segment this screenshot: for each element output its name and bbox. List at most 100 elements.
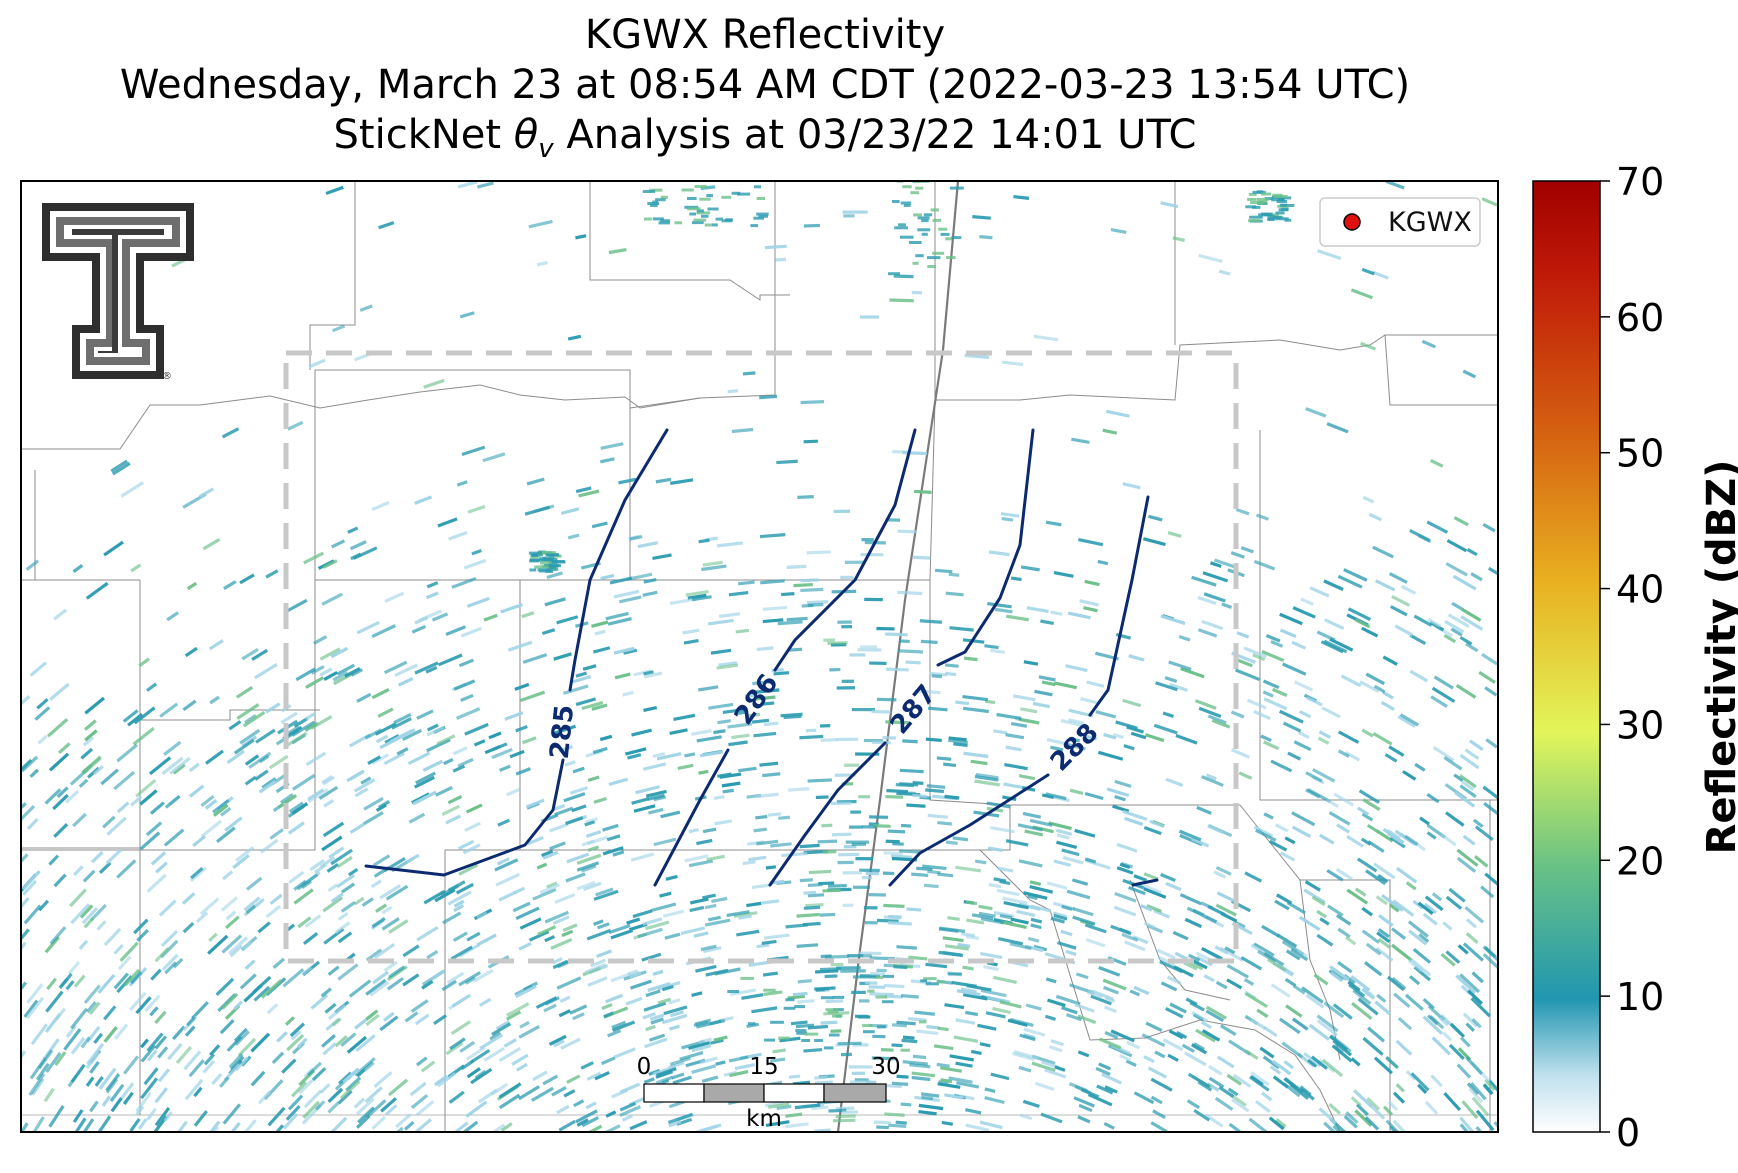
echo-pixel — [948, 738, 968, 744]
theta-symbol: θ — [513, 112, 539, 158]
echo-pixel — [365, 948, 383, 962]
echo-pixel — [431, 612, 449, 622]
echo-pixel — [581, 839, 595, 847]
echo-pixel — [899, 235, 914, 239]
county-line — [589, 181, 790, 301]
echo-pixel — [585, 830, 602, 838]
echo-pixel — [948, 572, 960, 577]
echo-pixel — [1005, 614, 1030, 622]
echo-pixel — [1172, 236, 1186, 243]
echo-pixel — [1066, 889, 1091, 900]
echo-pixel — [912, 1054, 927, 1060]
echo-pixel — [1005, 745, 1022, 752]
echo-pixel — [927, 265, 937, 268]
echo-pixel — [630, 979, 652, 990]
echo-pixel — [319, 647, 341, 661]
echo-pixel — [876, 1125, 889, 1130]
echo-pixel — [600, 1056, 616, 1066]
echo-pixel — [459, 1040, 476, 1053]
echo-pixel — [1053, 913, 1068, 921]
echo-pixel — [239, 728, 261, 745]
echo-pixel — [1250, 1018, 1267, 1031]
echo-pixel — [882, 735, 896, 740]
echo-pixel — [84, 696, 105, 715]
echo-pixel — [1478, 670, 1496, 684]
echo-pixel — [1354, 618, 1371, 629]
echo-pixel — [657, 997, 672, 1005]
echo-pixel — [1265, 634, 1281, 643]
echo-pixel — [1475, 1109, 1495, 1132]
echo-pixel — [561, 929, 574, 938]
echo-pixel — [593, 796, 607, 804]
echo-pixel — [965, 1108, 982, 1115]
echo-pixel — [820, 1020, 838, 1025]
echo-pixel — [1165, 881, 1182, 892]
echo-pixel — [869, 992, 894, 997]
echo-pixel — [327, 965, 340, 976]
echo-pixel — [718, 612, 741, 619]
echo-pixel — [1470, 572, 1483, 582]
echo-pixel — [729, 1070, 749, 1078]
echo-pixel — [918, 1103, 944, 1111]
echo-pixel — [915, 186, 924, 190]
echo-pixel — [117, 955, 132, 971]
echo-pixel — [1041, 1060, 1060, 1070]
echo-pixel — [1208, 1064, 1223, 1076]
echo-pixel — [822, 850, 837, 854]
echo-pixel — [1150, 1121, 1168, 1132]
echo-pixel — [1346, 888, 1369, 905]
echo-pixel — [440, 884, 460, 897]
echo-pixel — [805, 728, 817, 733]
echo-pixel — [689, 905, 705, 913]
echo-pixel — [1072, 906, 1094, 917]
echo-pixel — [172, 957, 184, 969]
echo-pixel — [491, 747, 513, 760]
echo-pixel — [843, 214, 855, 218]
echo-pixel — [619, 1105, 642, 1117]
echo-pixel — [833, 509, 851, 514]
echo-pixel — [1172, 930, 1189, 941]
echo-pixel — [1023, 660, 1039, 666]
echo-pixel — [966, 983, 992, 992]
echo-pixel — [500, 1122, 513, 1132]
echo-pixel — [566, 1074, 581, 1084]
echo-pixel — [1386, 975, 1405, 992]
echo-pixel — [1472, 818, 1484, 828]
echo-pixel — [199, 897, 220, 916]
echo-pixel — [216, 826, 236, 843]
echo-pixel — [404, 1120, 415, 1131]
echo-pixel — [1397, 1016, 1413, 1031]
echo-pixel — [1260, 734, 1272, 743]
echo-pixel — [827, 641, 848, 645]
echo-pixel — [800, 400, 825, 405]
echo-pixel — [1391, 594, 1411, 607]
echo-pixel — [600, 1124, 621, 1132]
echo-pixel — [957, 942, 971, 948]
echo-pixel — [356, 692, 372, 703]
echo-pixel — [1056, 833, 1070, 840]
echo-pixel — [1045, 520, 1062, 527]
echo-pixel — [1050, 1039, 1064, 1047]
echo-pixel — [1150, 1077, 1173, 1092]
echo-pixel — [1193, 1042, 1206, 1051]
echo-pixel — [1073, 1096, 1095, 1108]
echo-pixel — [304, 914, 322, 928]
echo-pixel — [828, 1108, 847, 1113]
echo-pixel — [1034, 1081, 1055, 1092]
echo-pixel — [234, 1030, 250, 1046]
echo-pixel — [1215, 980, 1228, 990]
echo-pixel — [1286, 901, 1306, 915]
echo-pixel — [1263, 697, 1288, 711]
echo-pixel — [258, 779, 277, 794]
echo-pixel — [1461, 1100, 1479, 1120]
echo-pixel — [383, 960, 398, 973]
echo-pixel — [920, 979, 927, 983]
echo-pixel — [96, 1115, 112, 1132]
echo-pixel — [764, 1038, 776, 1042]
theta-subscript: v — [538, 134, 554, 164]
echo-pixel — [914, 489, 932, 494]
echo-pixel — [466, 596, 490, 608]
echo-pixel — [988, 550, 1010, 557]
echo-pixel — [140, 1038, 149, 1049]
echo-pixel — [396, 747, 409, 756]
